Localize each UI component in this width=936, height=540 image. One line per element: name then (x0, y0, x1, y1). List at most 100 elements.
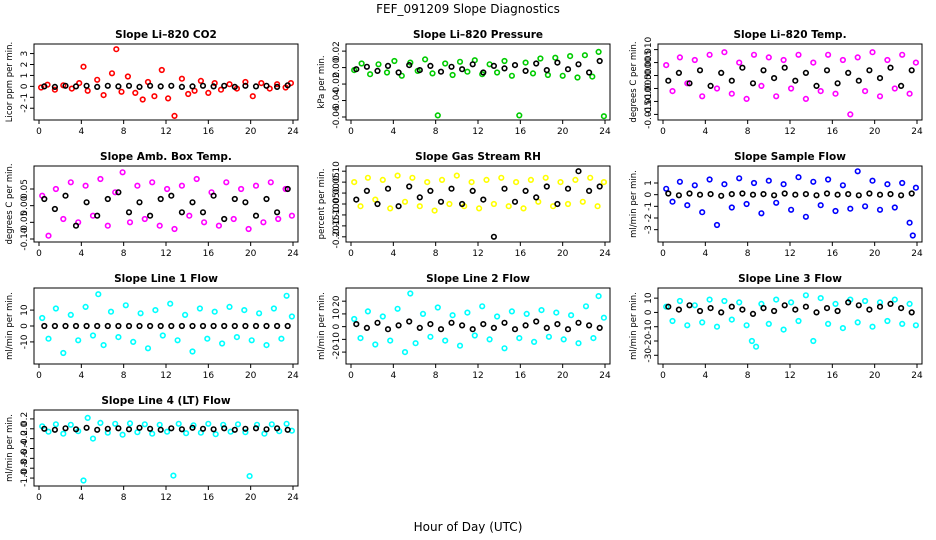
x-tick-label: 16 (203, 249, 215, 259)
x-tick-label: 0 (348, 127, 354, 137)
hourly-mean-point (585, 187, 593, 194)
plot-frame (345, 43, 611, 121)
x-axis: 0 4 8 12 16 20 24 (36, 120, 299, 137)
hourly-mean-point (252, 425, 260, 432)
hourly-mean-point (353, 66, 360, 73)
hourly-mean-point (876, 191, 884, 198)
data-point (765, 54, 772, 61)
data-point (446, 200, 453, 208)
y-tick-label: -0.05 (332, 192, 342, 215)
data-point (107, 308, 115, 315)
panel-title: Slope Li–820 Temp. (733, 29, 846, 41)
data-point (468, 179, 475, 186)
data-point (118, 88, 125, 95)
y-tick-label: -0.10 (332, 203, 342, 227)
hourly-mean-point (62, 322, 69, 330)
data-point (787, 85, 795, 92)
data-point (115, 334, 122, 341)
data-points (663, 168, 920, 239)
y-tick-label: -0.015 (644, 100, 654, 129)
hourly-mean-point (469, 187, 476, 194)
data-point (494, 313, 501, 320)
hourly-mean-point (564, 326, 572, 333)
data-point (183, 430, 190, 437)
data-point (523, 310, 530, 318)
data-point (288, 313, 296, 320)
hourly-mean-point (448, 185, 455, 192)
data-point (267, 179, 274, 186)
data-point (884, 317, 891, 325)
data-point (230, 215, 237, 223)
hourly-mean-point (94, 322, 101, 330)
data-point (141, 215, 148, 223)
data-point (282, 185, 289, 193)
data-point (512, 179, 520, 186)
data-point (379, 313, 386, 320)
data-point (60, 215, 67, 223)
hourly-mean-point (189, 424, 196, 431)
hourly-mean-point (104, 82, 111, 89)
x-tick-label: 20 (869, 371, 881, 381)
y-tick-label: 0 (20, 323, 30, 329)
hourly-mean-point (416, 324, 423, 332)
data-point (398, 72, 405, 79)
data-point (119, 431, 126, 438)
x-tick-label: 12 (160, 249, 171, 259)
data-point (501, 345, 508, 352)
data-point (553, 309, 560, 316)
data-point (824, 320, 832, 328)
data-point (490, 200, 498, 208)
y-tick-label: -0.04 (332, 89, 342, 113)
hourly-mean-point (252, 212, 260, 219)
hourly-mean-point (897, 192, 905, 199)
hourly-mean-point (459, 66, 466, 73)
hourly-mean-point (596, 324, 603, 332)
hourly-mean-point (178, 426, 185, 433)
data-point (453, 172, 460, 179)
data-point (691, 56, 698, 64)
hourly-mean-point (501, 319, 508, 326)
data-point (765, 320, 772, 328)
data-point (171, 225, 178, 233)
data-point (75, 337, 82, 344)
data-point (126, 420, 134, 427)
data-point (750, 179, 758, 187)
x-tick-label: 8 (433, 127, 439, 137)
data-point (95, 291, 102, 298)
data-point (274, 81, 281, 88)
data-point (137, 310, 144, 317)
y-tick-label: 0.2 (20, 412, 30, 426)
hourly-mean-point (564, 185, 572, 192)
hourly-mean-point (416, 66, 423, 74)
hourly-mean-point (887, 300, 894, 308)
y-tick-label: -0.05 (20, 211, 30, 234)
hourly-mean-point (665, 190, 672, 197)
data-point (912, 59, 920, 66)
hourly-mean-point (802, 303, 810, 310)
hourly-mean-point (353, 196, 360, 203)
y-axis-label: percent per min. (317, 169, 327, 240)
data-point (401, 349, 409, 356)
data-point (122, 302, 129, 309)
data-point (434, 112, 441, 119)
data-point (579, 198, 586, 205)
data-point (508, 72, 516, 79)
data-point (351, 179, 358, 186)
data-point (699, 319, 706, 326)
hourly-mean-point (728, 77, 735, 84)
panel-title: Slope Line 2 Flow (426, 273, 530, 285)
data-points (351, 48, 608, 120)
data-point (684, 80, 691, 87)
data-point (158, 66, 165, 74)
hourly-mean-point (760, 305, 767, 312)
hourly-mean-point (147, 425, 154, 432)
hourly-mean-point (876, 303, 884, 310)
x-tick-label: 12 (784, 249, 795, 259)
x-tick-label: 24 (911, 249, 923, 259)
hourly-mean-point (104, 425, 111, 432)
data-point (159, 332, 166, 339)
hourly-mean-point (221, 215, 228, 223)
hourly-mean-point (665, 303, 672, 310)
hourly-mean-point (543, 324, 550, 332)
